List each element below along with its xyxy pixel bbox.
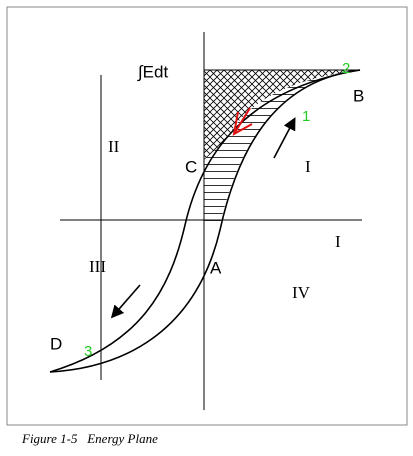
red-arrow <box>232 107 253 136</box>
region-label: I <box>335 232 341 251</box>
curve-right <box>49 69 361 373</box>
region-label: IV <box>292 283 311 302</box>
frame <box>6 6 408 426</box>
region-label: II <box>108 137 120 156</box>
point-label: D <box>50 334 62 353</box>
marker-label: 1 <box>302 108 310 125</box>
curve-left <box>49 69 361 373</box>
point-label: A <box>210 258 222 277</box>
caption: Figure 1-5 Energy Plane <box>21 431 158 446</box>
arrow-up <box>273 117 296 159</box>
point-label: B <box>353 86 364 105</box>
marker-label: 2 <box>342 60 350 77</box>
region-label: III <box>89 257 106 276</box>
region-label: I <box>305 157 311 176</box>
integral-label: ∫Edt <box>137 62 168 81</box>
marker-label: 3 <box>84 343 92 360</box>
point-label: C <box>185 157 197 176</box>
arrow-down <box>110 284 141 319</box>
hatch-cross <box>204 70 360 160</box>
